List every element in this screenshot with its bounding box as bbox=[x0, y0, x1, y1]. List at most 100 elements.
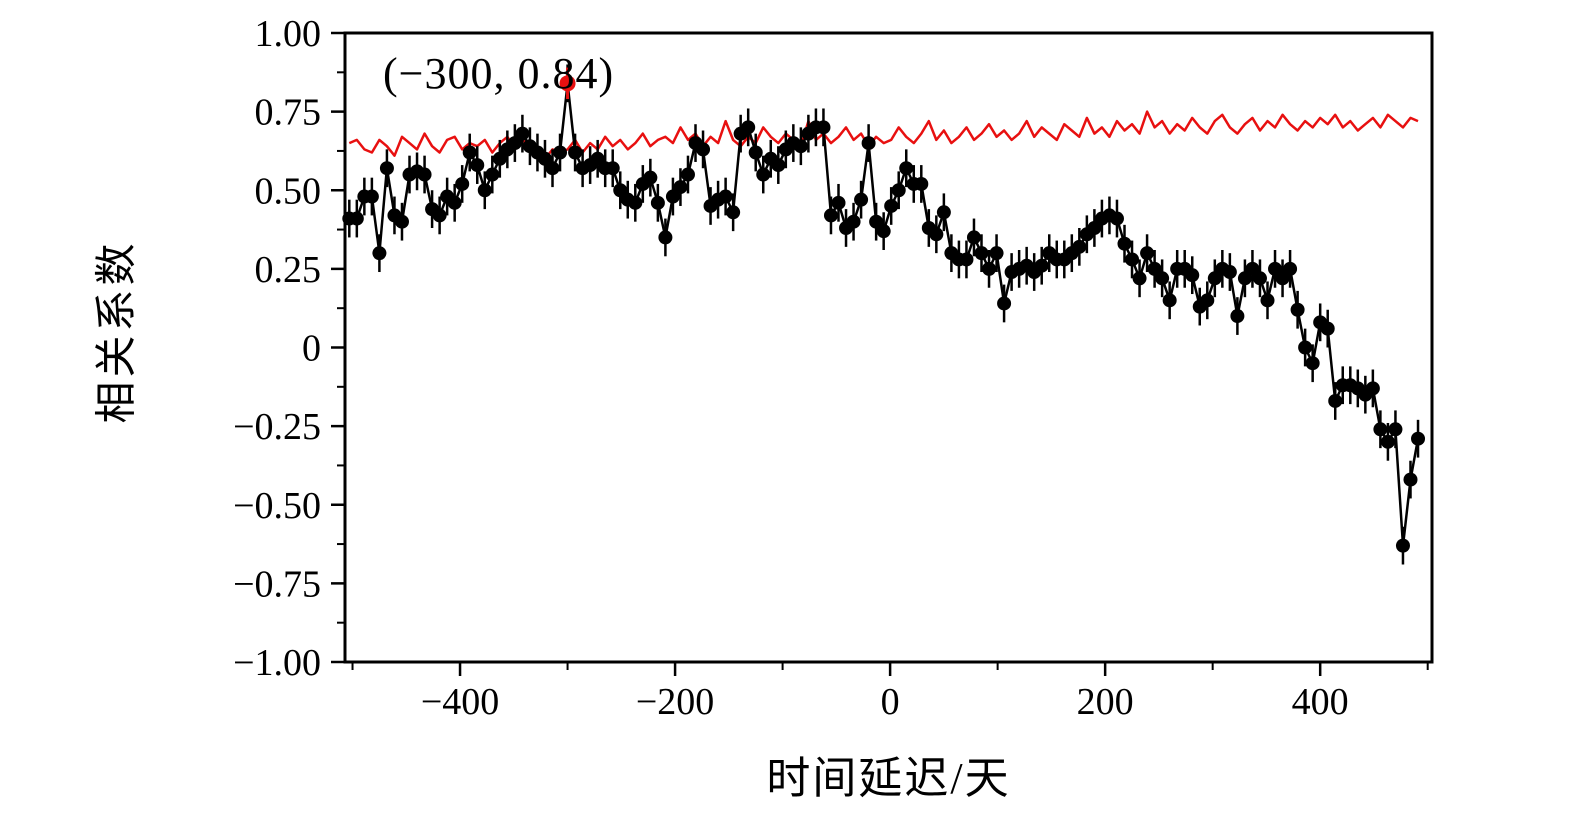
data-point-marker bbox=[854, 192, 869, 207]
data-point-marker bbox=[492, 151, 507, 166]
data-point-marker bbox=[831, 195, 846, 210]
y-tick-label: −1.00 bbox=[233, 642, 321, 684]
y-tick-label: 0 bbox=[302, 328, 321, 370]
x-tick-label: −400 bbox=[421, 681, 499, 723]
axis-ticks bbox=[331, 31, 1429, 676]
data-point-marker bbox=[447, 195, 462, 210]
x-axis-title: 时间延迟/天 bbox=[766, 754, 1011, 803]
data-point-marker bbox=[982, 261, 997, 276]
data-point-marker bbox=[462, 145, 477, 160]
data-point-marker bbox=[643, 170, 658, 185]
data-point-marker bbox=[1132, 271, 1147, 286]
y-tick-label: 1.00 bbox=[255, 13, 322, 55]
data-point-marker bbox=[665, 189, 680, 204]
data-point-marker bbox=[1072, 239, 1087, 254]
data-point-marker bbox=[726, 205, 741, 220]
data-point-marker bbox=[1222, 265, 1237, 280]
data-point-marker bbox=[1185, 268, 1200, 283]
data-point-marker bbox=[891, 183, 906, 198]
y-tick-label: 0.75 bbox=[255, 92, 322, 134]
y-tick-labels: 1.00 0.75 0.50 0.25 0 −0.25 −0.50 −0.75 −1.00 bbox=[233, 13, 321, 684]
data-point-marker bbox=[884, 198, 899, 213]
data-point-marker bbox=[1109, 211, 1124, 226]
data-point-marker bbox=[650, 195, 665, 210]
data-point-marker bbox=[869, 214, 884, 229]
x-tick-label: 200 bbox=[1077, 681, 1134, 723]
data-point-marker bbox=[1290, 302, 1305, 317]
y-tick-label: 0.25 bbox=[255, 249, 322, 291]
y-tick-label: 0.50 bbox=[255, 170, 322, 212]
data-point-marker bbox=[718, 189, 733, 204]
data-point-marker bbox=[485, 167, 500, 182]
data-point-marker bbox=[1140, 246, 1155, 261]
data-point-marker bbox=[1298, 340, 1313, 355]
data-point-marker bbox=[568, 145, 583, 160]
data-point-marker bbox=[914, 176, 929, 191]
data-point-marker bbox=[1380, 434, 1395, 449]
data-point-marker bbox=[876, 224, 891, 239]
data-point-marker bbox=[537, 151, 552, 166]
data-point-marker bbox=[1087, 220, 1102, 235]
data-point-marker bbox=[372, 246, 387, 261]
y-tick-label: −0.75 bbox=[233, 563, 321, 605]
data-point-marker bbox=[658, 230, 673, 245]
data-point-marker bbox=[1373, 422, 1388, 437]
data-point-marker bbox=[1230, 309, 1245, 324]
data-point-marker bbox=[1200, 293, 1215, 308]
y-tick-label: −0.50 bbox=[233, 485, 321, 527]
y-axis-title-text: 相关系数 bbox=[94, 238, 141, 424]
data-point-marker bbox=[861, 136, 876, 151]
data-point-marker bbox=[756, 167, 771, 182]
data-point-marker bbox=[816, 120, 831, 135]
data-point-marker bbox=[1252, 271, 1267, 286]
data-point-marker bbox=[929, 227, 944, 242]
data-point-marker bbox=[1117, 236, 1132, 251]
data-point-marker bbox=[673, 180, 688, 195]
data-point-marker bbox=[1125, 252, 1140, 267]
data-point-marker bbox=[1283, 261, 1298, 276]
data-point-marker bbox=[1275, 271, 1290, 286]
data-point-marker bbox=[379, 161, 394, 176]
data-point-marker bbox=[1155, 271, 1170, 286]
data-point-marker bbox=[553, 145, 568, 160]
data-point-marker bbox=[1147, 261, 1162, 276]
x-tick-label: 0 bbox=[881, 681, 900, 723]
data-point-marker bbox=[477, 183, 492, 198]
data-point-marker bbox=[394, 214, 409, 229]
data-point-marker bbox=[1320, 321, 1335, 336]
data-point-marker bbox=[1162, 293, 1177, 308]
data-point-marker bbox=[364, 189, 379, 204]
data-point-marker bbox=[966, 230, 981, 245]
x-tick-labels: −400 −200 0 200 400 bbox=[421, 681, 1349, 723]
data-point-marker bbox=[997, 296, 1012, 311]
peak-annotation: (−300, 0.84) bbox=[383, 49, 615, 98]
plot-frame bbox=[343, 31, 1434, 664]
peak-marker bbox=[559, 67, 576, 100]
data-point-marker bbox=[899, 161, 914, 176]
data-point-marker bbox=[959, 252, 974, 267]
data-point-marker bbox=[628, 195, 643, 210]
data-point-marker bbox=[1034, 258, 1049, 273]
data-point-marker bbox=[545, 161, 560, 176]
y-tick-label: −0.25 bbox=[233, 406, 321, 448]
data-point-marker bbox=[974, 246, 989, 261]
data-point-marker bbox=[1268, 261, 1283, 276]
data-point-marker bbox=[696, 142, 711, 157]
data-point-marker bbox=[349, 211, 364, 226]
x-tick-label: −200 bbox=[636, 681, 714, 723]
data-point-marker bbox=[1388, 422, 1403, 437]
correlation-coefficient-curve bbox=[342, 64, 1426, 565]
data-point-marker bbox=[515, 126, 530, 141]
data-point-marker bbox=[936, 205, 951, 220]
data-point-marker bbox=[846, 214, 861, 229]
data-point-marker bbox=[1403, 472, 1418, 487]
data-point-marker bbox=[1411, 431, 1426, 446]
data-point-marker bbox=[1365, 381, 1380, 396]
data-point-marker bbox=[1395, 538, 1410, 553]
data-point-marker bbox=[771, 158, 786, 173]
y-axis-title: 相关系数 bbox=[68, 0, 158, 662]
data-point-marker bbox=[1245, 261, 1260, 276]
x-tick-label: 400 bbox=[1292, 681, 1349, 723]
